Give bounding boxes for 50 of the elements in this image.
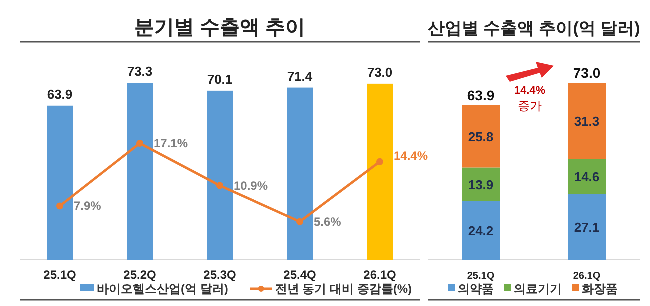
bar: [462, 168, 500, 202]
bar: [367, 84, 393, 260]
data-label: 31.3: [574, 114, 600, 130]
data-label: 17.1%: [154, 136, 188, 151]
data-label: 13.9: [468, 178, 494, 193]
data-label: 5.6%: [314, 214, 342, 229]
data-label: 14.4%: [394, 148, 428, 163]
x-tick-label: 25.1Q: [467, 271, 495, 282]
data-label: 14.6: [574, 170, 600, 185]
bar: [127, 83, 153, 260]
legend-label: 의약품: [458, 282, 494, 296]
x-tick-label: 25.2Q: [124, 268, 156, 282]
data-label: 25.8: [468, 129, 494, 144]
data-label: 73.0: [367, 64, 393, 80]
bar: [568, 83, 606, 160]
x-tick-label: 26.1Q: [573, 271, 601, 282]
legend-label: 바이오헬스산업(억 달러): [97, 282, 228, 296]
data-label: 71.4: [287, 68, 314, 84]
legend-label: 화장품: [582, 282, 618, 296]
bar: [568, 159, 606, 194]
data-label: 27.1: [574, 220, 600, 236]
data-label: 70.1: [207, 72, 233, 87]
data-label: 63.9: [47, 86, 73, 102]
x-tick-label: 25.3Q: [204, 268, 236, 282]
legend-label: 전년 동기 대비 증감률(%): [275, 282, 412, 296]
point: [296, 218, 304, 226]
point: [216, 182, 224, 190]
chart-title: 산업별 수출액 추이(억 달러): [428, 19, 640, 38]
chart-title: 분기별 수출액 추이: [134, 17, 306, 39]
total-label: 63.9: [467, 87, 495, 104]
total-label: 73.0: [573, 65, 601, 82]
x-tick-label: 26.1Q: [364, 268, 396, 282]
bar: [462, 105, 500, 168]
annotation: 증가: [518, 99, 542, 113]
data-label: 10.9%: [234, 178, 268, 193]
point: [136, 140, 144, 148]
legend-label: 의료기기: [514, 282, 562, 296]
bar: [462, 201, 500, 260]
bar: [47, 106, 73, 260]
bar: [568, 194, 606, 260]
annotation: 14.4%: [514, 85, 546, 97]
data-label: 7.9%: [74, 199, 102, 214]
point: [376, 158, 384, 166]
bar: [207, 90, 233, 260]
bar: [287, 88, 313, 260]
data-label: 73.3: [127, 64, 153, 80]
point: [56, 202, 64, 210]
x-tick-label: 25.4Q: [284, 268, 316, 282]
data-label: 24.2: [468, 224, 494, 239]
x-tick-label: 25.1Q: [44, 268, 76, 282]
